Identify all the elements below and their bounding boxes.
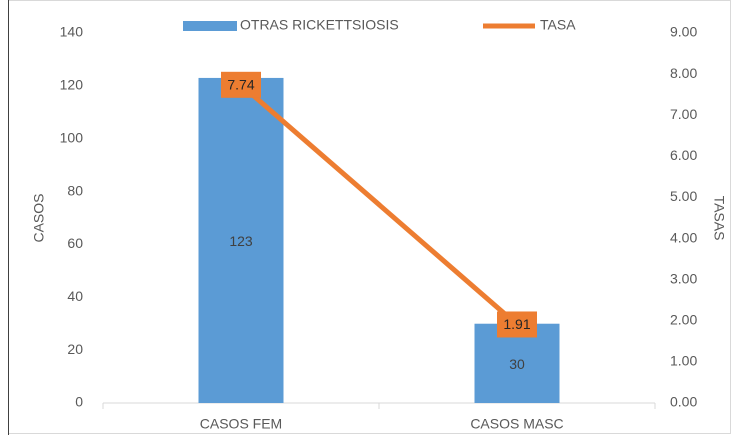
line-value-label: 7.74	[227, 77, 254, 93]
y2-tick-label: 6.00	[670, 147, 697, 163]
bar-value-label: 123	[229, 233, 253, 249]
x-tick-label: CASOS FEM	[200, 416, 282, 432]
x-tick-label: CASOS MASC	[470, 416, 563, 432]
y2-tick-label: 8.00	[670, 65, 697, 81]
y2-tick-label: 3.00	[670, 270, 697, 286]
chart-frame	[8, 0, 731, 434]
y2-tick-label: 9.00	[670, 24, 697, 40]
y2-axis-title: TASAS	[711, 196, 727, 241]
bar-value-label: 30	[509, 356, 525, 372]
y-tick-label: 40	[67, 288, 83, 304]
legend-label: OTRAS RICKETTSIOSIS	[240, 17, 399, 33]
legend-swatch	[183, 21, 237, 31]
y-tick-label: 100	[60, 129, 84, 145]
line-label-box	[221, 71, 261, 98]
y-tick-label: 120	[60, 77, 84, 93]
y2-tick-label: 5.00	[670, 188, 697, 204]
y-tick-label: 140	[60, 24, 84, 40]
y2-tick-label: 2.00	[670, 311, 697, 327]
bar	[198, 77, 284, 403]
line-label-box	[497, 311, 537, 338]
y2-tick-label: 1.00	[670, 353, 697, 369]
y2-tick-label: 4.00	[670, 229, 697, 245]
line-value-label: 1.91	[503, 316, 530, 332]
y-tick-label: 60	[67, 235, 83, 251]
line	[239, 82, 519, 327]
y-tick-label: 80	[67, 182, 83, 198]
y-axis-title: CASOS	[31, 193, 47, 242]
y-tick-label: 20	[67, 341, 83, 357]
y2-tick-label: 7.00	[670, 106, 697, 122]
y2-tick-label: 0.00	[670, 394, 697, 410]
y-tick-label: 0	[75, 394, 83, 410]
legend-label: TASA	[540, 17, 576, 33]
